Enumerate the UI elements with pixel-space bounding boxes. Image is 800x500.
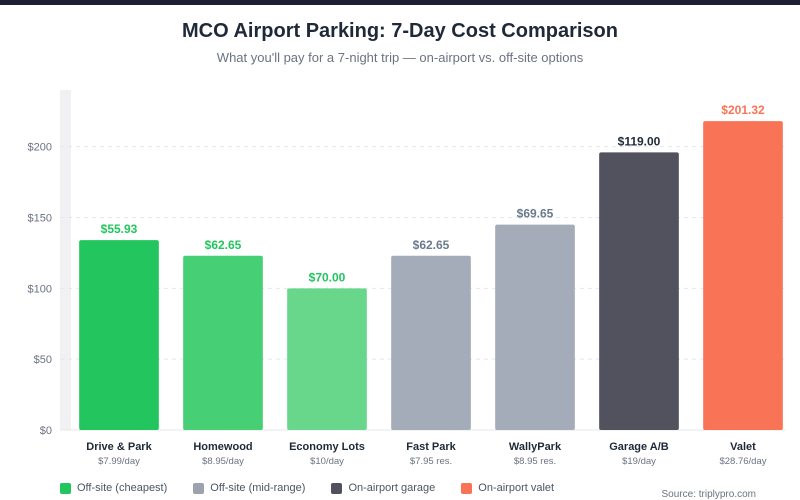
x-tick-label: Garage A/B — [609, 441, 669, 453]
x-tick-sublabel: $8.95 res. — [514, 456, 556, 467]
legend-item: Off-site (cheapest) — [60, 482, 167, 494]
x-tick-sublabel: $28.76/day — [719, 456, 766, 467]
legend: Off-site (cheapest) Off-site (mid-range) O… — [60, 480, 580, 496]
x-tick-label: Fast Park — [406, 441, 456, 453]
source-note: Source: triplypro.com — [661, 489, 756, 500]
bar-value-label: $70.00 — [309, 270, 346, 284]
bar-value-label: $201.32 — [721, 103, 765, 117]
x-tick-label: Homewood — [193, 441, 252, 453]
x-tick-label: Valet — [730, 441, 756, 453]
bar — [703, 121, 783, 431]
bar — [183, 255, 263, 430]
bar — [79, 240, 159, 430]
chart-subtitle: What you'll pay for a 7-night trip — on-… — [216, 50, 584, 65]
y-tick-label: $200 — [28, 142, 52, 154]
bar — [599, 152, 679, 431]
x-tick-label: Economy Lots — [289, 441, 365, 453]
top-accent-bar — [0, 0, 800, 5]
bar — [391, 255, 471, 430]
legend-swatch — [461, 482, 473, 494]
y-tick-label: $0 — [40, 425, 52, 437]
legend-label: On-airport valet — [478, 482, 555, 494]
bars: $55.93 $62.65 $70.00 $62.65 $69.65 $119.00 $20… — [79, 103, 783, 431]
bar-value-label: $62.65 — [413, 238, 450, 252]
x-axis: Drive & Park $7.99/day Homewood $8.95/day Ec… — [86, 441, 766, 467]
bar-value-label: $119.00 — [618, 134, 661, 148]
legend-swatch — [193, 482, 205, 494]
y-tick-label: $100 — [28, 283, 52, 295]
bar-value-label: $55.93 — [101, 222, 138, 236]
legend-label: Off-site (mid-range) — [210, 482, 306, 494]
bar-chart: $0 $50 $100 $150 $200 $55.93 $62.65 $70.00 $62.… — [28, 90, 785, 467]
chart-title: MCO Airport Parking: 7-Day Cost Comparis… — [182, 20, 618, 42]
x-tick-sublabel: $19/day — [622, 456, 656, 467]
x-tick-label: Drive & Park — [86, 441, 152, 453]
x-tick-sublabel: $7.99/day — [98, 456, 140, 467]
x-tick-sublabel: $7.95 res. — [410, 456, 452, 467]
bar — [287, 288, 367, 430]
legend-item: On-airport valet — [461, 482, 554, 494]
x-tick-label: WallyPark — [509, 441, 562, 453]
y-tick-label: $50 — [34, 354, 52, 366]
left-shade — [60, 90, 71, 430]
x-tick-sublabel: $8.95/day — [202, 456, 244, 467]
bar-value-label: $69.65 — [517, 207, 554, 221]
legend-swatch — [331, 482, 343, 494]
y-tick-label: $150 — [28, 213, 52, 225]
legend-label: Off-site (cheapest) — [77, 482, 168, 494]
legend-item: On-airport garage — [331, 482, 435, 494]
y-axis: $0 $50 $100 $150 $200 — [28, 142, 52, 437]
bar-value-label: $62.65 — [205, 238, 242, 252]
x-tick-sublabel: $10/day — [310, 456, 344, 467]
legend-item: Off-site (mid-range) — [193, 482, 305, 494]
bar — [495, 224, 575, 430]
legend-label: On-airport garage — [348, 482, 436, 494]
legend-swatch — [60, 482, 71, 494]
